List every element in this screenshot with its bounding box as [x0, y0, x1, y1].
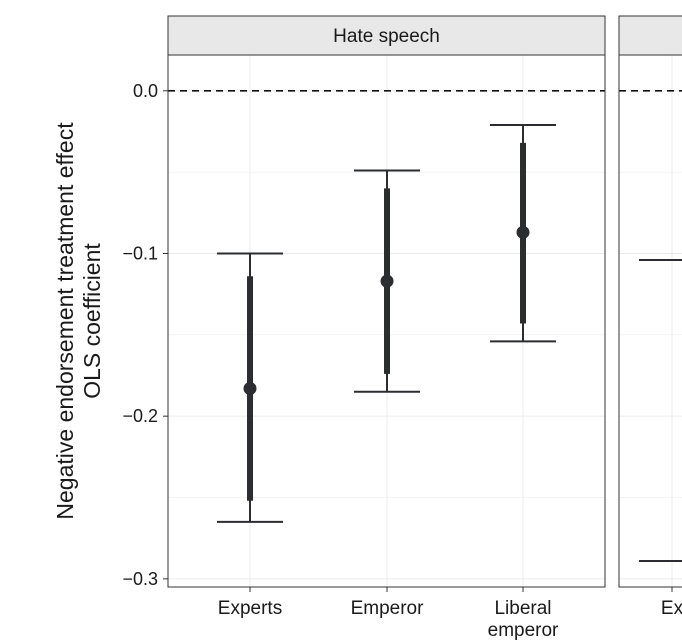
point-estimate — [243, 382, 257, 396]
facet-strip — [618, 15, 682, 56]
facet-strip-label: Hate speech — [333, 26, 440, 47]
x-tick-label-line: Liberal — [494, 598, 551, 619]
x-tick-label: Experts — [218, 598, 282, 619]
panel-border — [618, 54, 682, 588]
x-tick-label-line: emperor — [488, 620, 559, 641]
y-tick-label: −0.3 — [122, 569, 158, 589]
y-axis: 0.0 −0.1 −0.2 −0.3 Negative endorsement trea… — [52, 81, 168, 589]
x-tick-label: Liberal emperor — [488, 598, 559, 641]
y-axis-title-line2: OLS coefficient — [79, 243, 105, 399]
x-tick-label-line: Ex — [661, 598, 682, 619]
x-tick-label-line: Emperor — [351, 598, 425, 619]
y-axis-title-line1: Negative endorsement treatment effect — [52, 122, 78, 520]
x-tick-label-line: Experts — [218, 598, 282, 619]
y-tick-label: −0.2 — [122, 406, 158, 426]
facet-panel-0: Hate speech Experts Emperor Liberal emperor — [167, 15, 606, 641]
y-tick-label: 0.0 — [133, 81, 158, 101]
y-tick-label: −0.1 — [122, 243, 158, 263]
point-estimate — [516, 225, 530, 239]
point-estimate — [380, 274, 394, 288]
facet-panel-1: Ex — [618, 15, 682, 619]
x-tick-label: Emperor — [351, 598, 425, 619]
x-tick-label: Ex — [661, 598, 682, 619]
